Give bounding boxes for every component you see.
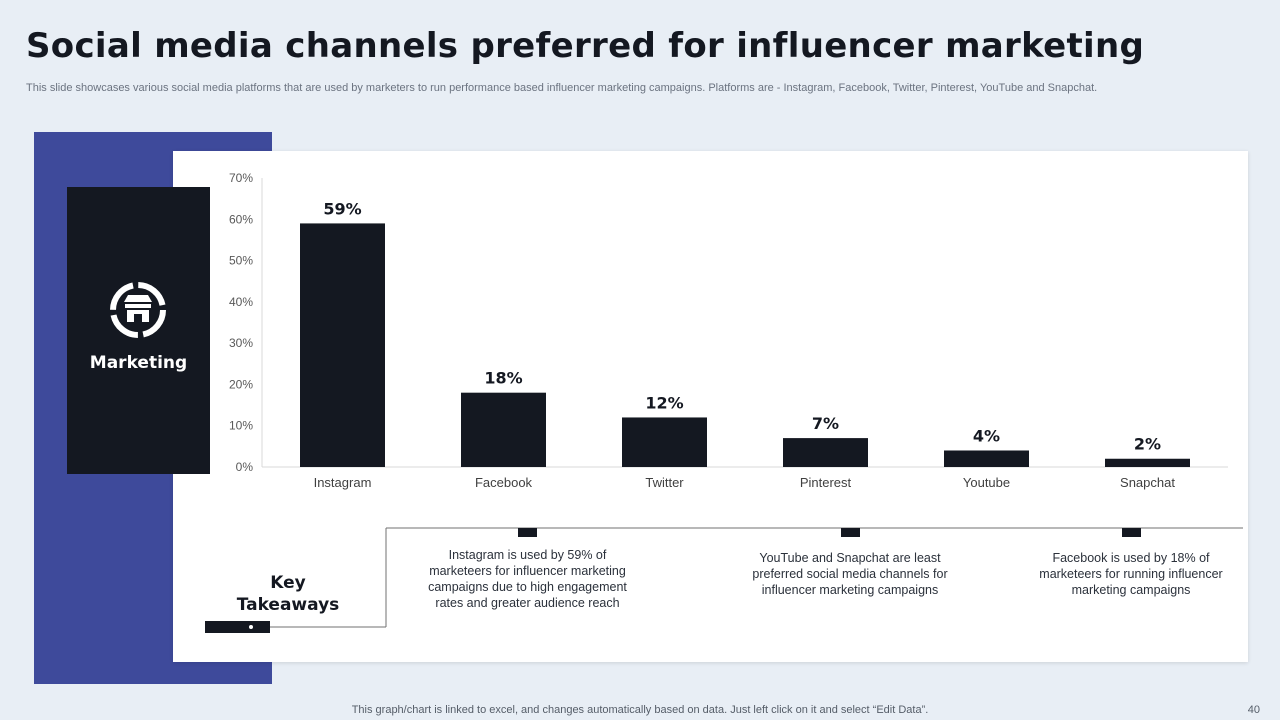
takeaway-instagram: Instagram is used by 59% of marketeers f… [428, 548, 627, 610]
storefront-icon [110, 282, 166, 338]
bar [1105, 458, 1190, 467]
takeaway-facebook: Facebook is used by 18% of marketeers fo… [1039, 551, 1223, 597]
page-title: Social media channels preferred for infl… [26, 26, 1145, 66]
takeaway-marker [1122, 528, 1141, 537]
bar [622, 417, 707, 467]
data-label: 7% [812, 414, 839, 433]
takeaway-marker [518, 528, 537, 537]
x-tick-label: Instagram [314, 475, 372, 490]
y-tick-label: 30% [229, 336, 253, 350]
data-label: 18% [484, 369, 522, 388]
card-label: Marketing [89, 353, 188, 373]
takeaway-youtube-snapchat: YouTube and Snapchat are least preferred… [752, 551, 948, 597]
x-tick-label: Snapchat [1120, 475, 1175, 490]
y-tick-label: 0% [236, 460, 254, 474]
takeaway-marker [841, 528, 860, 537]
page-subtitle: This slide showcases various social medi… [26, 82, 1098, 94]
y-tick-label: 70% [229, 171, 253, 185]
bar [944, 450, 1029, 467]
connector-dot [249, 625, 253, 629]
footer-note: This graph/chart is linked to excel, and… [351, 704, 929, 716]
bar [461, 392, 546, 467]
key-takeaways-title-line1: Key [270, 573, 306, 593]
x-tick-label: Youtube [963, 475, 1010, 490]
bar [783, 438, 868, 467]
y-tick-label: 60% [229, 212, 253, 226]
page-number: 40 [1247, 704, 1260, 716]
key-takeaways-title: Key Takeaways [222, 572, 354, 616]
data-label: 12% [645, 393, 683, 412]
marketing-card: Marketing [67, 187, 210, 474]
data-label: 59% [323, 199, 361, 218]
y-tick-label: 50% [229, 254, 253, 268]
x-tick-label: Facebook [475, 475, 533, 490]
x-tick-label: Twitter [645, 475, 684, 490]
x-tick-label: Pinterest [800, 475, 852, 490]
key-takeaways-title-line2: Takeaways [236, 595, 340, 615]
y-tick-label: 10% [229, 419, 253, 433]
y-tick-label: 20% [229, 377, 253, 391]
bar [300, 223, 385, 467]
data-label: 2% [1134, 435, 1161, 454]
data-label: 4% [973, 426, 1000, 445]
y-tick-label: 40% [229, 295, 253, 309]
key-takeaways-bar-marker [205, 621, 270, 633]
